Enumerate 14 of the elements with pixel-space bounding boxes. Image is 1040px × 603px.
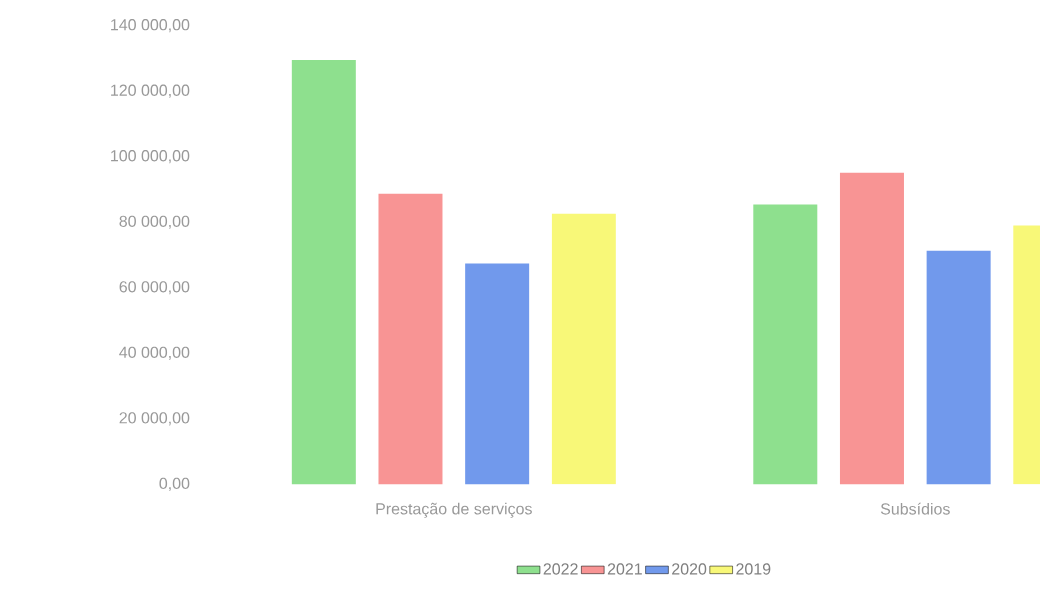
y-tick-label: 100 000,00 — [111, 150, 190, 164]
y-tick-label: 40 000,00 — [119, 346, 190, 360]
legend-label: 2022 — [543, 563, 578, 575]
x-tick-label: Subsídios — [880, 502, 950, 515]
legend-label: 2019 — [736, 563, 771, 575]
y-tick-label: 60 000,00 — [119, 281, 190, 295]
y-tick-label: 140 000,00 — [111, 19, 190, 33]
legend-label: 2021 — [607, 563, 642, 575]
legend-label: 2020 — [672, 563, 707, 575]
y-tick-label: 80 000,00 — [119, 215, 190, 229]
y-tick-label: 0,00 — [159, 477, 190, 491]
y-tick-label: 120 000,00 — [111, 84, 190, 98]
y-tick-label: 20 000,00 — [119, 412, 190, 426]
x-tick-label: Prestação de serviços — [376, 502, 532, 518]
